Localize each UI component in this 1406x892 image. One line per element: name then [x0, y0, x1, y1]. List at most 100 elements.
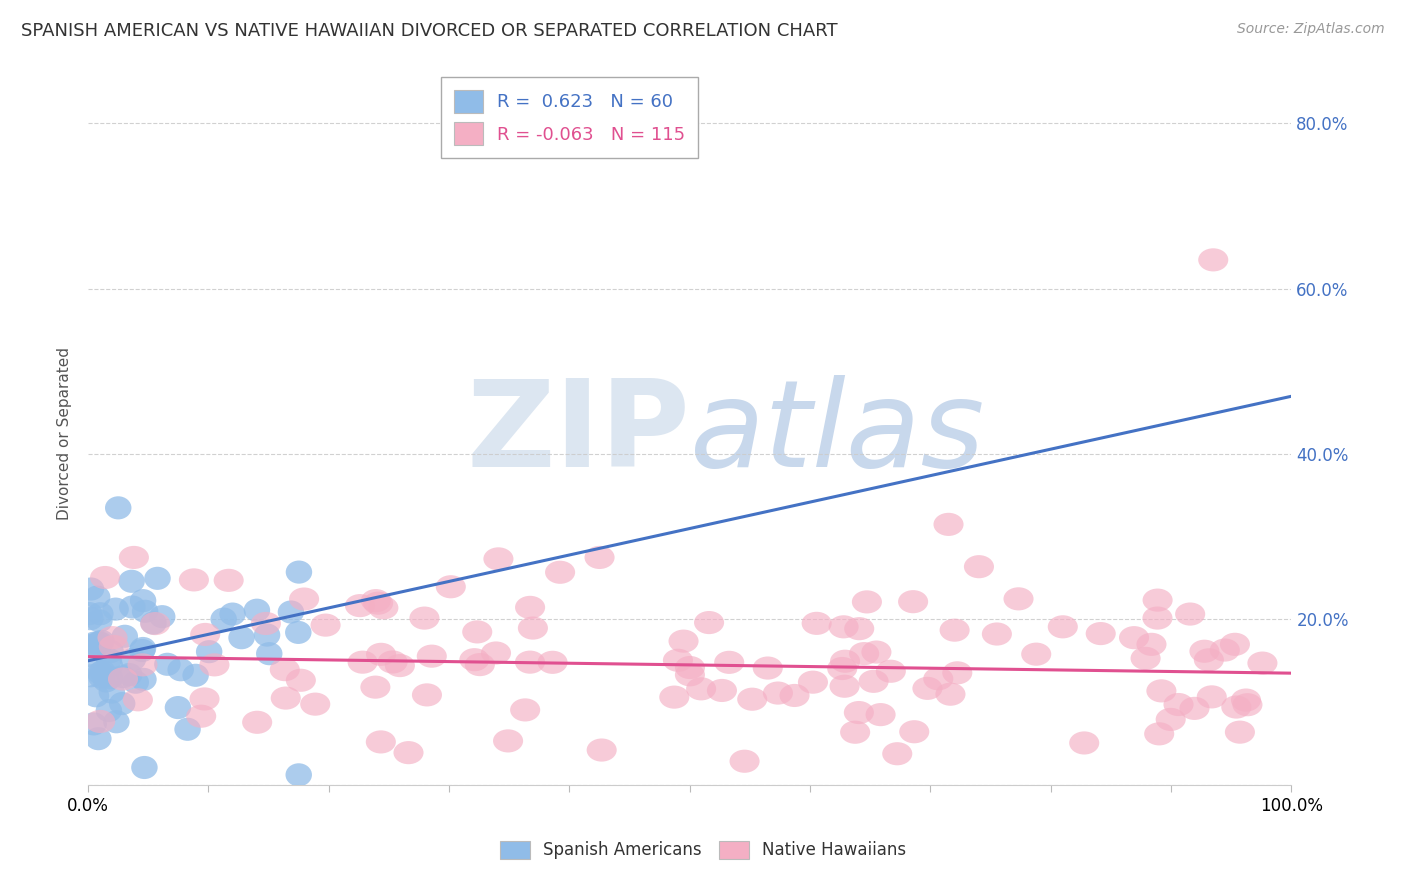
Ellipse shape — [120, 596, 146, 618]
Ellipse shape — [1189, 640, 1219, 663]
Ellipse shape — [659, 686, 689, 708]
Ellipse shape — [1220, 632, 1250, 656]
Ellipse shape — [1209, 639, 1240, 662]
Ellipse shape — [120, 648, 146, 671]
Ellipse shape — [515, 650, 546, 673]
Ellipse shape — [939, 618, 970, 641]
Ellipse shape — [1247, 651, 1278, 674]
Ellipse shape — [942, 661, 973, 684]
Ellipse shape — [83, 684, 110, 707]
Ellipse shape — [103, 598, 129, 621]
Ellipse shape — [105, 496, 132, 519]
Ellipse shape — [120, 546, 149, 569]
Ellipse shape — [494, 730, 523, 753]
Ellipse shape — [97, 666, 124, 690]
Ellipse shape — [1069, 731, 1099, 755]
Ellipse shape — [844, 617, 875, 640]
Ellipse shape — [256, 642, 283, 665]
Ellipse shape — [110, 665, 136, 689]
Ellipse shape — [981, 623, 1012, 646]
Ellipse shape — [167, 658, 194, 681]
Ellipse shape — [97, 655, 124, 678]
Ellipse shape — [174, 718, 201, 741]
Ellipse shape — [285, 560, 312, 583]
Ellipse shape — [668, 630, 699, 653]
Ellipse shape — [108, 667, 138, 690]
Ellipse shape — [460, 648, 489, 672]
Ellipse shape — [129, 639, 156, 662]
Ellipse shape — [118, 570, 145, 593]
Ellipse shape — [86, 727, 111, 750]
Ellipse shape — [1198, 248, 1229, 271]
Ellipse shape — [190, 688, 219, 711]
Ellipse shape — [1156, 708, 1185, 731]
Ellipse shape — [898, 591, 928, 614]
Ellipse shape — [86, 710, 115, 733]
Ellipse shape — [463, 620, 492, 643]
Ellipse shape — [165, 696, 191, 719]
Ellipse shape — [695, 611, 724, 634]
Ellipse shape — [254, 624, 280, 647]
Ellipse shape — [77, 577, 104, 600]
Ellipse shape — [86, 609, 112, 632]
Ellipse shape — [128, 653, 157, 676]
Ellipse shape — [1194, 648, 1223, 672]
Ellipse shape — [1004, 587, 1033, 610]
Ellipse shape — [882, 742, 912, 765]
Ellipse shape — [1222, 696, 1251, 719]
Ellipse shape — [117, 663, 142, 686]
Ellipse shape — [361, 589, 391, 612]
Ellipse shape — [103, 710, 129, 733]
Ellipse shape — [270, 658, 299, 681]
Ellipse shape — [366, 731, 396, 754]
Ellipse shape — [965, 555, 994, 578]
Ellipse shape — [200, 653, 229, 676]
Ellipse shape — [311, 614, 340, 637]
Ellipse shape — [1180, 697, 1209, 720]
Ellipse shape — [585, 546, 614, 569]
Ellipse shape — [852, 591, 882, 614]
Ellipse shape — [347, 650, 378, 673]
Ellipse shape — [129, 589, 156, 612]
Ellipse shape — [675, 664, 704, 686]
Ellipse shape — [1136, 632, 1167, 656]
Ellipse shape — [1119, 626, 1149, 649]
Ellipse shape — [366, 643, 396, 666]
Ellipse shape — [89, 630, 115, 653]
Ellipse shape — [93, 669, 120, 692]
Text: SPANISH AMERICAN VS NATIVE HAWAIIAN DIVORCED OR SEPARATED CORRELATION CHART: SPANISH AMERICAN VS NATIVE HAWAIIAN DIVO… — [21, 22, 838, 40]
Ellipse shape — [360, 675, 391, 698]
Ellipse shape — [1175, 602, 1205, 625]
Ellipse shape — [924, 667, 953, 690]
Ellipse shape — [686, 677, 716, 700]
Ellipse shape — [98, 681, 125, 704]
Ellipse shape — [1146, 680, 1177, 703]
Ellipse shape — [97, 626, 128, 649]
Ellipse shape — [537, 651, 568, 673]
Ellipse shape — [278, 600, 304, 624]
Ellipse shape — [900, 720, 929, 743]
Ellipse shape — [830, 649, 860, 673]
Ellipse shape — [517, 616, 548, 640]
Ellipse shape — [662, 648, 693, 672]
Ellipse shape — [841, 721, 870, 744]
Ellipse shape — [752, 657, 783, 680]
Ellipse shape — [122, 671, 149, 694]
Ellipse shape — [132, 599, 159, 623]
Ellipse shape — [77, 665, 104, 688]
Ellipse shape — [131, 756, 157, 779]
Ellipse shape — [108, 692, 135, 715]
Ellipse shape — [1230, 689, 1261, 712]
Ellipse shape — [228, 626, 254, 649]
Ellipse shape — [285, 621, 312, 644]
Ellipse shape — [179, 568, 209, 591]
Ellipse shape — [211, 607, 236, 631]
Ellipse shape — [1164, 693, 1194, 716]
Ellipse shape — [484, 548, 513, 571]
Ellipse shape — [737, 688, 768, 711]
Ellipse shape — [1143, 607, 1173, 630]
Ellipse shape — [412, 683, 441, 706]
Ellipse shape — [862, 640, 891, 664]
Ellipse shape — [385, 654, 415, 677]
Ellipse shape — [1144, 723, 1174, 746]
